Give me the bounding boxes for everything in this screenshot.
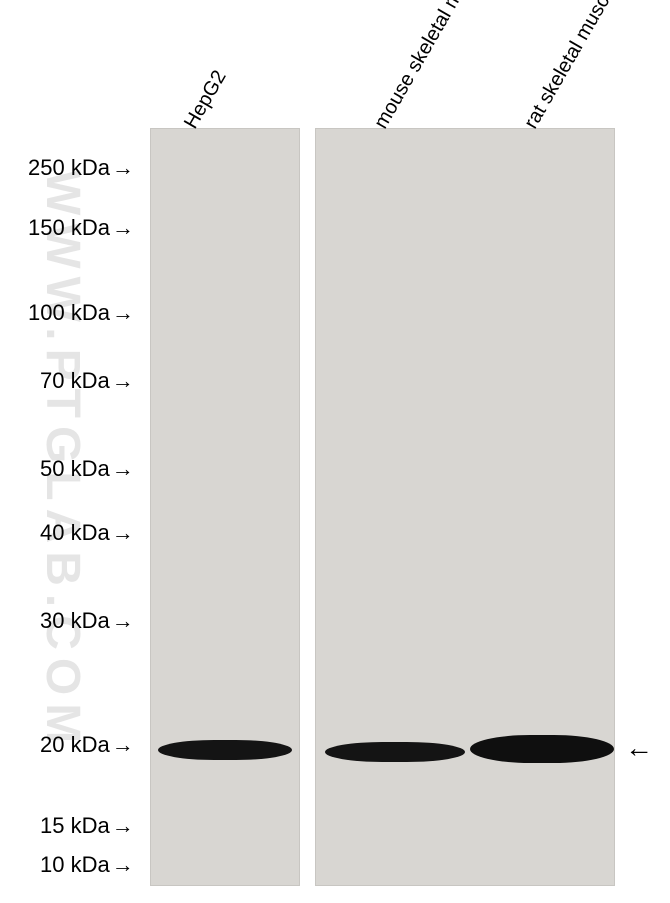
- arrow-icon: →: [112, 368, 134, 394]
- marker-20: 20 kDa→: [40, 732, 134, 758]
- arrow-icon: →: [112, 456, 134, 482]
- marker-150: 150 kDa→: [28, 215, 134, 241]
- arrow-icon: →: [112, 813, 134, 839]
- marker-70: 70 kDa→: [40, 368, 134, 394]
- arrow-icon: →: [112, 520, 134, 546]
- marker-text: 50 kDa: [40, 456, 110, 481]
- arrow-icon: →: [112, 155, 134, 181]
- marker-100: 100 kDa→: [28, 300, 134, 326]
- marker-text: 15 kDa: [40, 813, 110, 838]
- marker-text: 30 kDa: [40, 608, 110, 633]
- marker-50: 50 kDa→: [40, 456, 134, 482]
- marker-text: 10 kDa: [40, 852, 110, 877]
- marker-text: 100 kDa: [28, 300, 110, 325]
- arrow-icon: →: [112, 732, 134, 758]
- marker-text: 70 kDa: [40, 368, 110, 393]
- marker-30: 30 kDa→: [40, 608, 134, 634]
- band-lane1: [158, 740, 292, 760]
- figure-root: WWW.PTGLAB.COM HepG2 mouse skeletal musc…: [0, 0, 670, 903]
- marker-15: 15 kDa→: [40, 813, 134, 839]
- lane-label-2: mouse skeletal muscle: [370, 0, 491, 133]
- lane-label-1: HepG2: [180, 67, 232, 133]
- marker-text: 40 kDa: [40, 520, 110, 545]
- arrow-icon: →: [112, 608, 134, 634]
- lane-label-3: rat skeletal muscle: [520, 0, 623, 133]
- marker-250: 250 kDa→: [28, 155, 134, 181]
- target-band-arrow-icon: ←: [625, 732, 653, 764]
- marker-40: 40 kDa→: [40, 520, 134, 546]
- band-lane3: [470, 735, 614, 763]
- arrow-icon: →: [112, 852, 134, 878]
- arrow-icon: →: [112, 215, 134, 241]
- blot-panel-1: [150, 128, 300, 886]
- arrow-icon: →: [112, 300, 134, 326]
- band-lane2: [325, 742, 465, 762]
- marker-text: 150 kDa: [28, 215, 110, 240]
- marker-text: 250 kDa: [28, 155, 110, 180]
- marker-10: 10 kDa→: [40, 852, 134, 878]
- marker-text: 20 kDa: [40, 732, 110, 757]
- blot-panel-2: [315, 128, 615, 886]
